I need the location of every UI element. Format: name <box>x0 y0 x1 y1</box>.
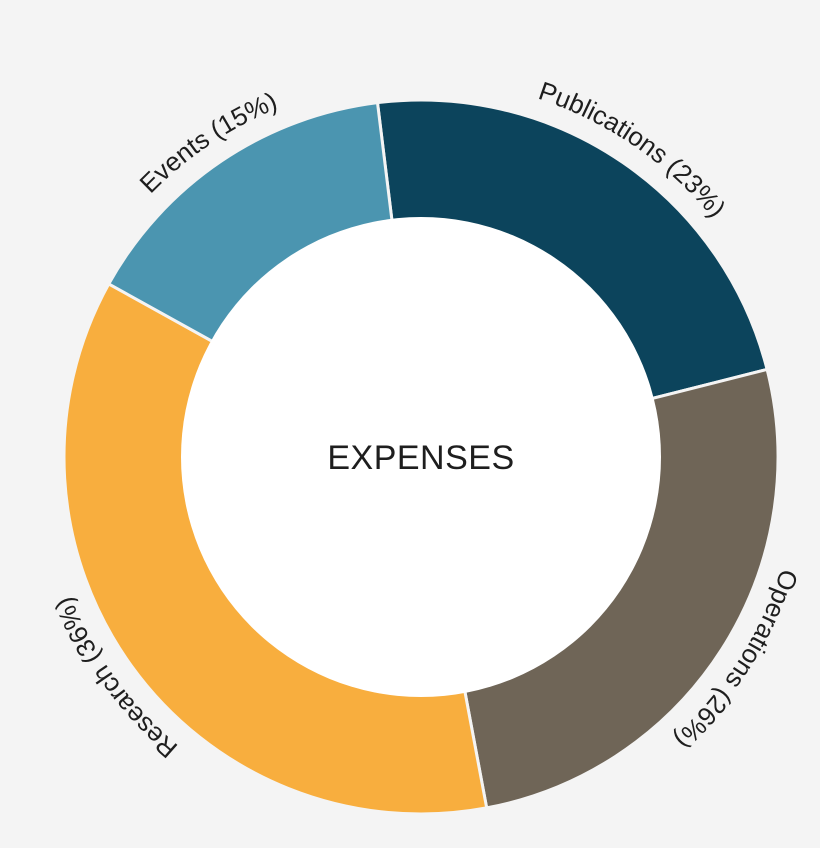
donut-hole <box>181 217 661 697</box>
center-label: EXPENSES <box>327 439 514 477</box>
